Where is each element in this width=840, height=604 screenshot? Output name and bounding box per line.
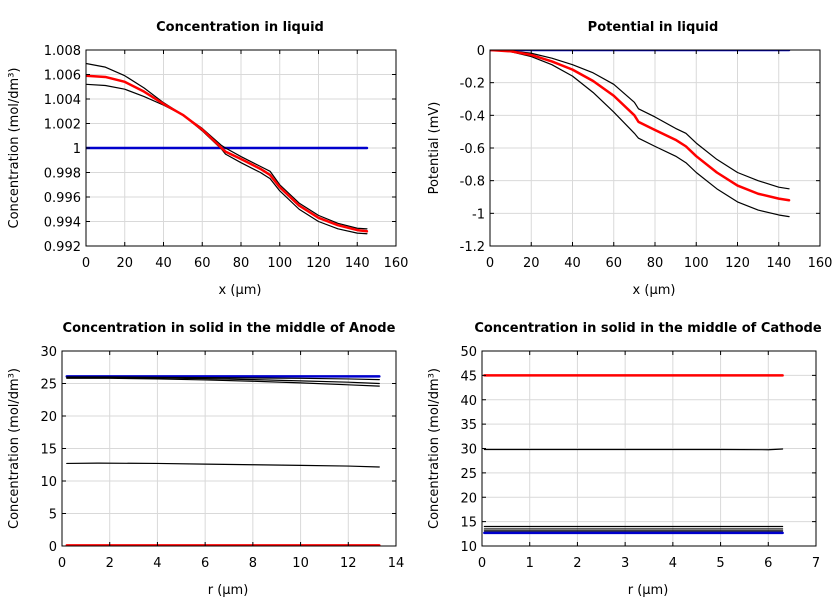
anode-solid-concentration-ytick-label-3: 15 [40, 443, 57, 458]
anode-solid-concentration-xtick-label-6: 12 [340, 556, 357, 571]
liquid-potential-xtick-label-0: 0 [486, 256, 494, 271]
liquid-concentration-xtick-label-5: 100 [267, 256, 292, 271]
liquid-concentration-series-line-1 [86, 62, 368, 235]
liquid-concentration-xtick-label-7: 140 [345, 256, 370, 271]
liquid-concentration-series-line-3 [86, 74, 369, 233]
liquid-potential-xtick-label-7: 140 [766, 256, 791, 271]
liquid-concentration-ytick-label-7: 1.006 [44, 69, 81, 84]
liquid-concentration-ytick-label-8: 1.008 [44, 44, 81, 59]
anode-solid-concentration-ytick-label-1: 5 [49, 508, 57, 523]
liquid-potential-series-line-1 [490, 50, 790, 218]
liquid-potential-xlabel: x (µm) [633, 283, 676, 298]
cathode-solid-concentration-series-line-1 [483, 448, 784, 451]
liquid-concentration-xtick-label-4: 80 [233, 256, 250, 271]
cathode-solid-concentration-ytick-label-6: 40 [460, 394, 477, 409]
liquid-potential-xtick-label-5: 100 [684, 256, 709, 271]
liquid-concentration-xtick-label-8: 160 [384, 256, 409, 271]
cathode-solid-concentration-xtick-label-1: 1 [526, 556, 534, 571]
liquid-concentration-series-line-2 [86, 83, 368, 230]
anode-solid-concentration-ytick-label-2: 10 [40, 475, 57, 490]
liquid-concentration-xlabel: x (µm) [219, 283, 262, 298]
anode-solid-concentration-series-line-4 [66, 462, 380, 468]
liquid-concentration-title: Concentration in liquid [156, 20, 324, 35]
liquid-potential-ytick-label-2: -0.8 [460, 175, 485, 190]
liquid-concentration-ytick-label-4: 1 [73, 142, 81, 157]
cathode-solid-concentration-series-group [483, 374, 784, 535]
cathode-solid-concentration-xlabel: r (µm) [628, 583, 669, 598]
cathode-solid-concentration-ytick-label-1: 15 [460, 516, 477, 531]
cathode-solid-concentration-ytick-label-7: 45 [460, 369, 477, 384]
anode-solid-concentration-ytick-label-5: 25 [40, 378, 57, 393]
cathode-solid-concentration-chart: 0 1 2 3 4 5 6 7101520253035404550Concentration … [427, 321, 822, 598]
anode-solid-concentration-series-line-2 [66, 377, 380, 385]
liquid-potential-xtick-label-2: 40 [564, 256, 581, 271]
liquid-concentration-chart: 0 20 40 60 80 100 120 140 160 0.992 0.994 0.996 0.99… [7, 20, 408, 298]
cathode-solid-concentration-xtick-label-3: 3 [621, 556, 629, 571]
cathode-solid-concentration-xtick-label-6: 6 [764, 556, 772, 571]
cathode-solid-concentration-xtick-label-7: 7 [812, 556, 820, 571]
liquid-potential-xtick-label-4: 80 [647, 256, 664, 271]
liquid-concentration-series-group [86, 62, 369, 235]
liquid-concentration-ytick-label-3: 0.998 [44, 167, 81, 182]
anode-solid-concentration-xtick-label-5: 10 [292, 556, 309, 571]
anode-solid-concentration-xtick-label-1: 2 [106, 556, 114, 571]
anode-solid-concentration-ytick-label-0: 0 [49, 540, 57, 555]
liquid-potential-xtick-label-3: 60 [605, 256, 622, 271]
anode-solid-concentration-ylabel: Concentration (mol/dm³) [7, 368, 22, 529]
liquid-potential-xtick-label-8: 160 [808, 256, 833, 271]
liquid-concentration-ytick-label-2: 0.996 [44, 191, 81, 206]
liquid-concentration-xtick-label-2: 40 [155, 256, 172, 271]
anode-solid-concentration-xtick-label-0: 0 [58, 556, 66, 571]
anode-solid-concentration-xlabel: r (µm) [208, 583, 249, 598]
cathode-solid-concentration-xtick-label-4: 4 [669, 556, 677, 571]
liquid-concentration-ytick-label-1: 0.994 [44, 216, 81, 231]
liquid-concentration-ytick-label-6: 1.004 [44, 93, 81, 108]
cathode-solid-concentration-ylabel: Concentration (mol/dm³) [427, 368, 442, 529]
liquid-concentration-ytick-label-0: 0.992 [44, 240, 81, 255]
liquid-concentration-xtick-label-1: 20 [116, 256, 133, 271]
anode-solid-concentration-chart: 0 2 4 6 8 10 12 14 0 5 10 15 20 25 30 Concentration in … [7, 321, 404, 598]
cathode-solid-concentration-ytick-label-3: 25 [460, 467, 477, 482]
cathode-solid-concentration-xtick-label-5: 5 [716, 556, 724, 571]
liquid-potential-series-line-3 [490, 50, 791, 202]
liquid-concentration-xtick-label-6: 120 [306, 256, 331, 271]
anode-solid-concentration-series-line-3 [66, 377, 380, 387]
anode-solid-concentration-xtick-label-2: 4 [153, 556, 161, 571]
cathode-solid-concentration-xtick-label-2: 2 [573, 556, 581, 571]
liquid-concentration-ytick-label-5: 1.002 [44, 118, 81, 133]
cathode-solid-concentration-ytick-label-2: 20 [460, 491, 477, 506]
liquid-potential-ytick-label-3: -0.6 [460, 142, 485, 157]
liquid-potential-series-line-2 [490, 50, 790, 190]
anode-solid-concentration-series-line-1 [66, 376, 380, 381]
liquid-potential-chart: 0 20 40 60 80 100 120 140 160 -1.2 -1 -0.8 -0.6 -0.4 -… [427, 20, 832, 298]
liquid-potential-ytick-label-5: -0.2 [460, 77, 485, 92]
liquid-potential-ytick-label-0: -1.2 [460, 240, 485, 255]
anode-solid-concentration-title: Concentration in solid in the middle of … [63, 321, 396, 336]
liquid-concentration-ylabel: Concentration (mol/dm³) [7, 68, 22, 229]
anode-solid-concentration-xtick-label-3: 6 [201, 556, 209, 571]
cathode-solid-concentration-ytick-label-8: 50 [460, 345, 477, 360]
cathode-solid-concentration-title: Concentration in solid in the middle of … [474, 321, 822, 336]
liquid-potential-ytick-label-6: 0 [477, 44, 485, 59]
cathode-solid-concentration-ytick-label-4: 30 [460, 443, 477, 458]
anode-solid-concentration-xtick-label-7: 14 [388, 556, 405, 571]
cathode-solid-concentration-ytick-label-0: 10 [460, 540, 477, 555]
liquid-potential-ytick-label-1: -1 [472, 207, 485, 222]
liquid-potential-ytick-label-4: -0.4 [460, 109, 485, 124]
cathode-solid-concentration-ytick-label-5: 35 [460, 418, 477, 433]
liquid-concentration-xtick-label-0: 0 [82, 256, 90, 271]
liquid-potential-xtick-label-6: 120 [725, 256, 750, 271]
liquid-concentration-xtick-label-3: 60 [194, 256, 211, 271]
anode-solid-concentration-series-group [65, 375, 381, 546]
anode-solid-concentration-xtick-label-4: 8 [249, 556, 257, 571]
cathode-solid-concentration-xtick-label-0: 0 [478, 556, 486, 571]
anode-solid-concentration-ytick-label-4: 20 [40, 410, 57, 425]
liquid-potential-title: Potential in liquid [588, 20, 719, 35]
liquid-potential-ylabel: Potential (mV) [427, 102, 442, 195]
anode-solid-concentration-ytick-label-6: 30 [40, 345, 57, 360]
liquid-potential-xtick-label-1: 20 [523, 256, 540, 271]
liquid-potential-series-group [490, 50, 791, 218]
